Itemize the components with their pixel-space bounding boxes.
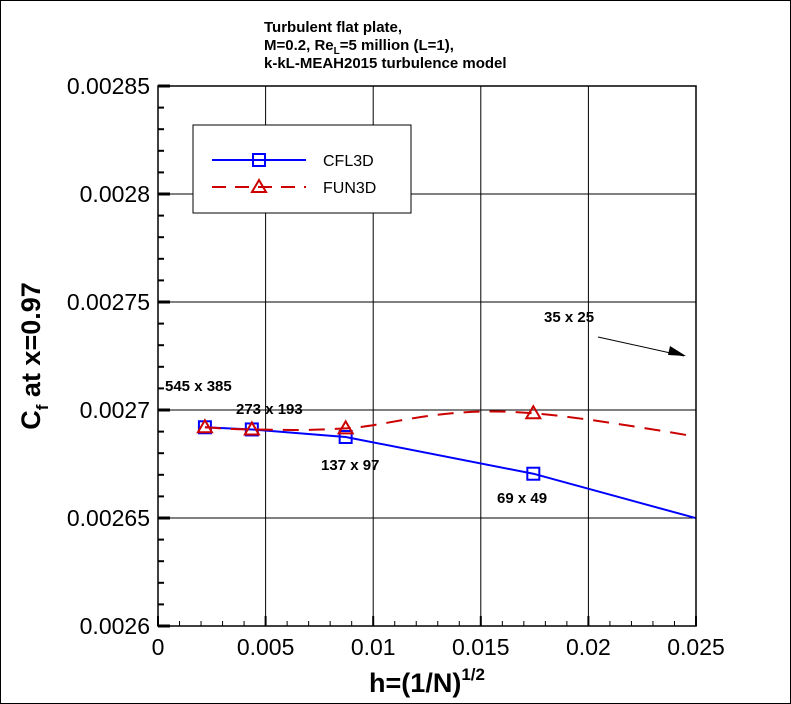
series-line-fun3d [204,410,696,438]
x-tick-label: 0.005 [237,634,295,660]
title-line-2: M=0.2, ReL=5 million (L=1), [264,37,454,57]
annotation-137x97: 137 x 97 [321,457,379,474]
title-line-3: k-kL-MEAH2015 turbulence model [264,55,507,72]
annotation-arrow [597,336,686,357]
plot-area [157,85,697,627]
data-point-fun3d [196,418,214,434]
y-axis-label: Cf at x=0.97 [16,282,52,430]
y-tick-label: 0.00265 [67,505,150,531]
annotation-69x49: 69 x 49 [497,490,547,507]
data-point-fun3d [524,404,543,420]
y-tick-label: 0.00275 [67,289,150,315]
annotation-273x193: 273 x 193 [236,401,303,418]
y-tick-label: 0.0028 [80,181,150,207]
annotation-35x25: 35 x 25 [544,309,594,326]
legend-box [192,124,412,214]
ticks: 0 0.005 0.01 0.015 0.02 0.025 0.0026 0.00265 0.0… [67,73,725,660]
legend-label-cfl3d: CFL3D [323,153,374,170]
x-tick-label: 0 [152,634,165,660]
x-tick-label: 0.015 [452,634,510,660]
annotation-545x385: 545 x 385 [165,378,232,395]
title-line-1: Turbulent flat plate, [264,19,402,36]
legend: CFL3D FUN3D [192,124,412,214]
x-axis-label: h=(1/N)1/2 [369,665,485,698]
y-tick-label: 0.00285 [67,73,150,99]
y-tick-label: 0.0026 [80,613,150,639]
data-point-cfl3d [526,466,541,481]
data-point-fun3d [243,420,261,436]
legend-marker-fun3d [250,178,268,193]
series-layer [196,404,696,520]
x-tick-label: 0.025 [667,634,725,660]
legend-label-fun3d: FUN3D [323,180,376,197]
x-tick-label: 0.01 [351,634,396,660]
data-point-fun3d [336,419,355,435]
x-tick-label: 0.02 [566,634,611,660]
data-point-cfl3d [338,430,353,444]
y-tick-label: 0.0027 [80,397,150,423]
legend-marker-cfl3d [252,153,266,167]
